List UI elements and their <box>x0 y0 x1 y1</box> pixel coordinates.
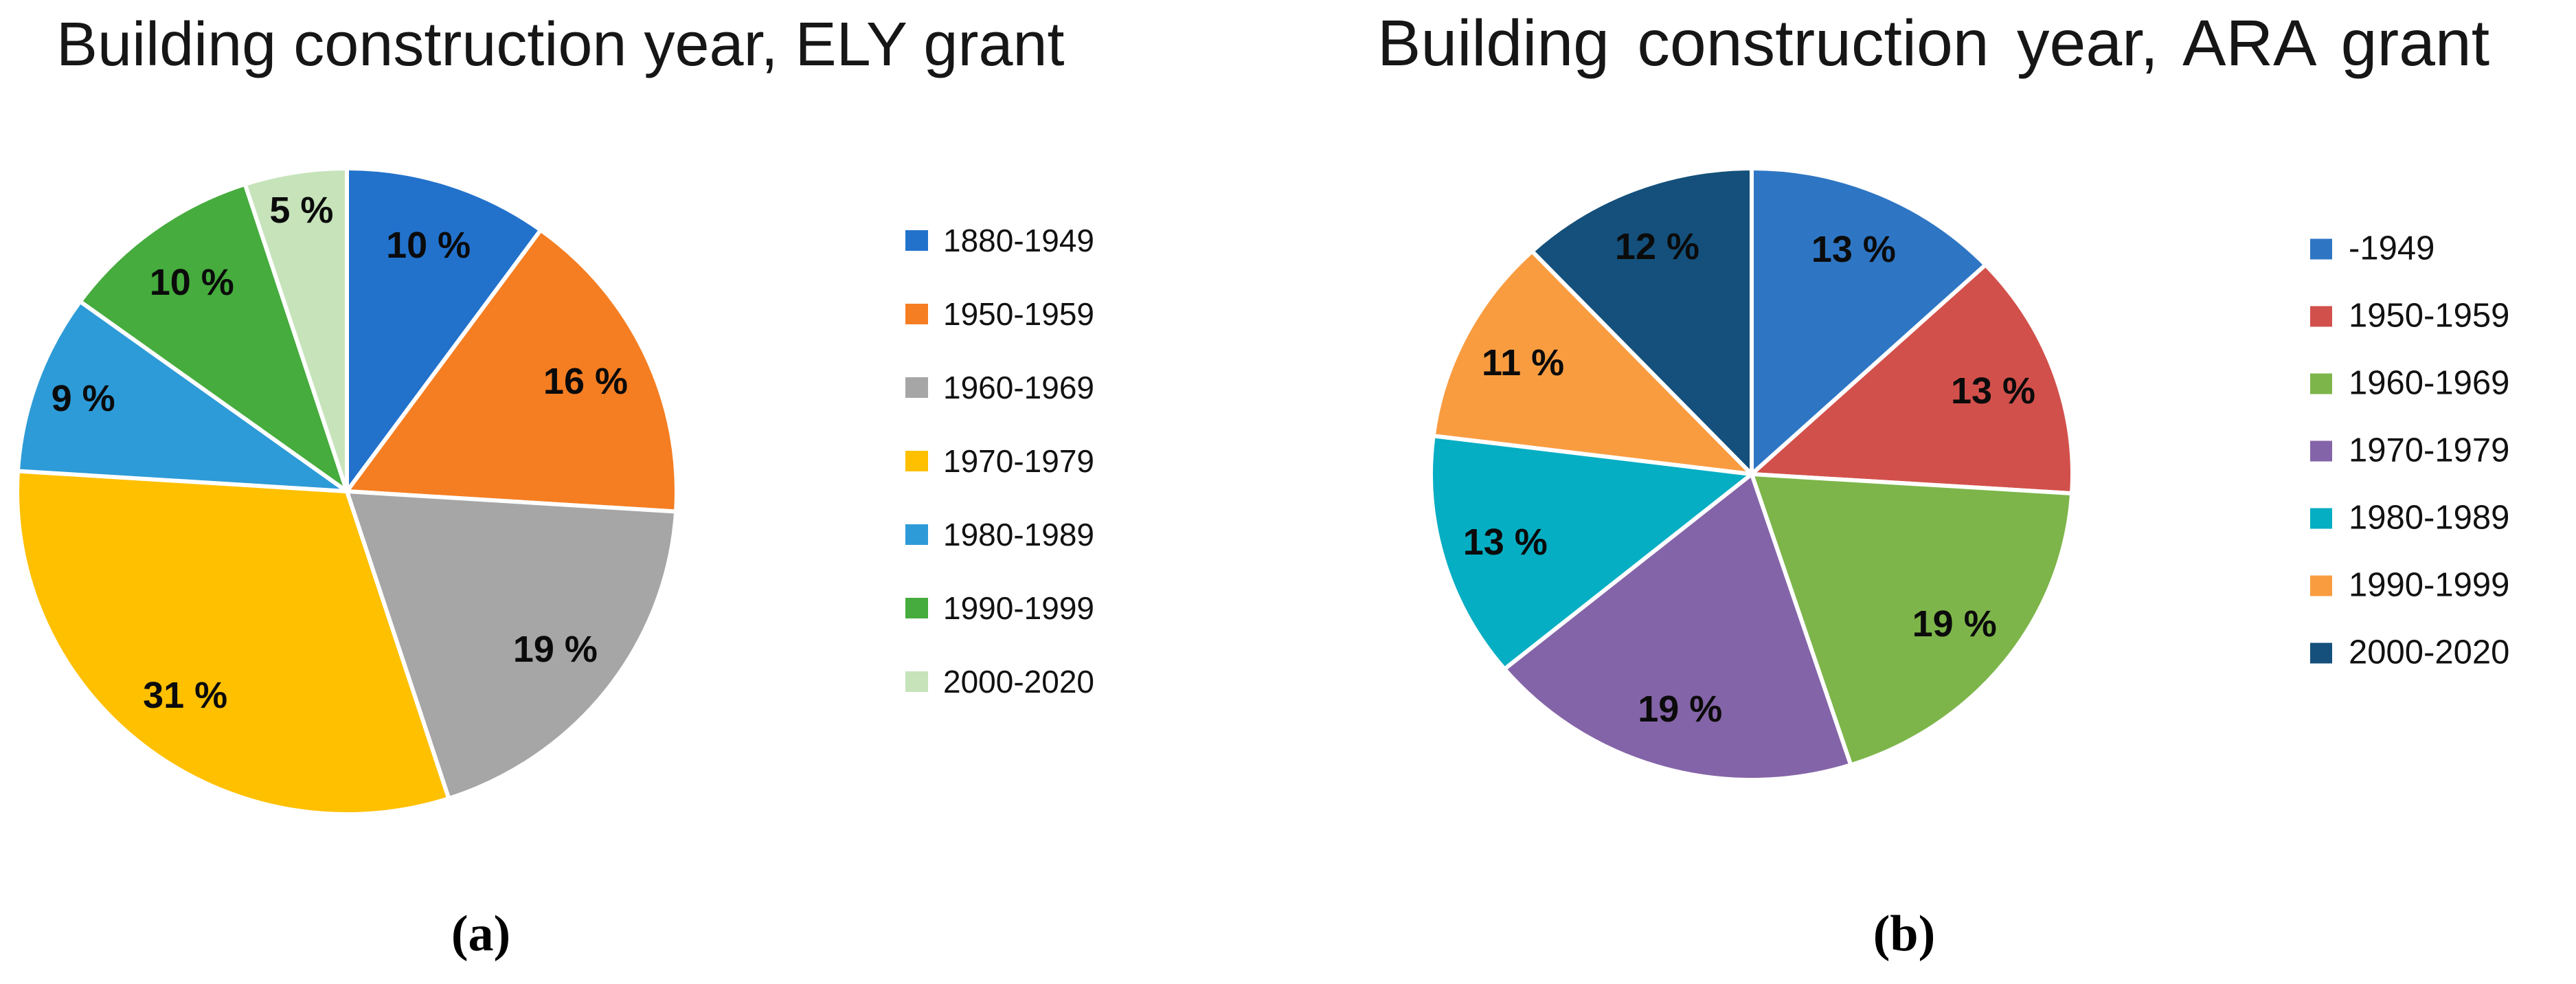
caption-a: (a) <box>451 906 511 962</box>
slice-percent-label: 13 % <box>1462 522 1548 563</box>
pie-slice-1990-1999 <box>80 184 347 491</box>
legend-swatch <box>2310 575 2332 596</box>
slice-percent-label: 19 % <box>512 629 598 671</box>
legend-swatch <box>2310 373 2332 394</box>
chart-title-ely: Building construction year, ELY grant <box>56 10 1065 79</box>
slice-percent-label: 5 % <box>269 190 334 232</box>
pie-slice--1949 <box>1752 168 1985 474</box>
slice-percent-label: 13 % <box>1950 370 2036 412</box>
pie-slice-1990-1999 <box>1434 251 1752 474</box>
slice-percent-label: 19 % <box>1912 603 1997 645</box>
legend-swatch <box>2310 306 2332 326</box>
pie-chart-ara <box>1431 168 2072 780</box>
legend-label: -1949 <box>2349 230 2435 267</box>
pie-slice-2000-2020 <box>1532 168 1752 474</box>
legend-swatch <box>2310 508 2332 528</box>
slice-percent-label: 31 % <box>143 675 228 717</box>
legend-swatch <box>2310 238 2332 259</box>
legend-label: 1950-1959 <box>2349 297 2510 335</box>
legend-item-1970-1979: 1970-1979 <box>2310 434 2509 468</box>
legend-item-1960-1969: 1960-1969 <box>2310 364 2510 402</box>
legend-label: 1990-1999 <box>2349 566 2510 604</box>
pie-chart-ely <box>17 168 677 814</box>
legend-item--1949: -1949 <box>2310 232 2434 266</box>
slice-percent-label: 10 % <box>386 225 471 267</box>
slice-percent-label: 11 % <box>1482 342 1565 384</box>
slice-percent-label: 16 % <box>543 360 628 402</box>
chart-title-ara: Building construction year, ARA grant <box>1377 7 2490 80</box>
slice-percent-label: 10 % <box>149 261 234 303</box>
pie-slice-1980-1989 <box>18 302 347 491</box>
pie-slice-1960-1969 <box>347 491 676 798</box>
legend-label: 2000-2020 <box>2349 634 2510 671</box>
pie-slice-2000-2020 <box>245 168 347 491</box>
legend-label: 1960-1969 <box>2349 364 2510 402</box>
legend-item-1950-1959: 1950-1959 <box>2310 297 2510 335</box>
legend-label: 1980-1989 <box>2349 499 2510 537</box>
slice-percent-label: 12 % <box>1614 225 1700 267</box>
caption-b: (b) <box>1873 906 1936 962</box>
pie-slice-1950-1959 <box>1752 265 2072 493</box>
pie-slice-1970-1979 <box>17 471 449 814</box>
legend-item-2000-2020: 2000-2020 <box>2310 636 2509 670</box>
legend-item-1980-1989: 1980-1989 <box>2310 499 2510 537</box>
legend-label: 1970-1979 <box>2349 432 2510 469</box>
legend-item-1990-1999: 1990-1999 <box>2310 566 2510 604</box>
slice-percent-label: 19 % <box>1638 688 1723 730</box>
pie-slice-1950-1959 <box>347 230 677 512</box>
legend-swatch <box>2310 440 2332 461</box>
pie-slice-1980-1989 <box>1431 436 1752 669</box>
pie-slice-1970-1979 <box>1504 474 1851 780</box>
pie-slice-1960-1969 <box>1752 474 2072 765</box>
slice-percent-label: 13 % <box>1811 229 1896 271</box>
legend-swatch <box>2310 642 2332 663</box>
pie-slice-1880-1949 <box>347 168 541 491</box>
slice-percent-label: 9 % <box>51 377 115 419</box>
